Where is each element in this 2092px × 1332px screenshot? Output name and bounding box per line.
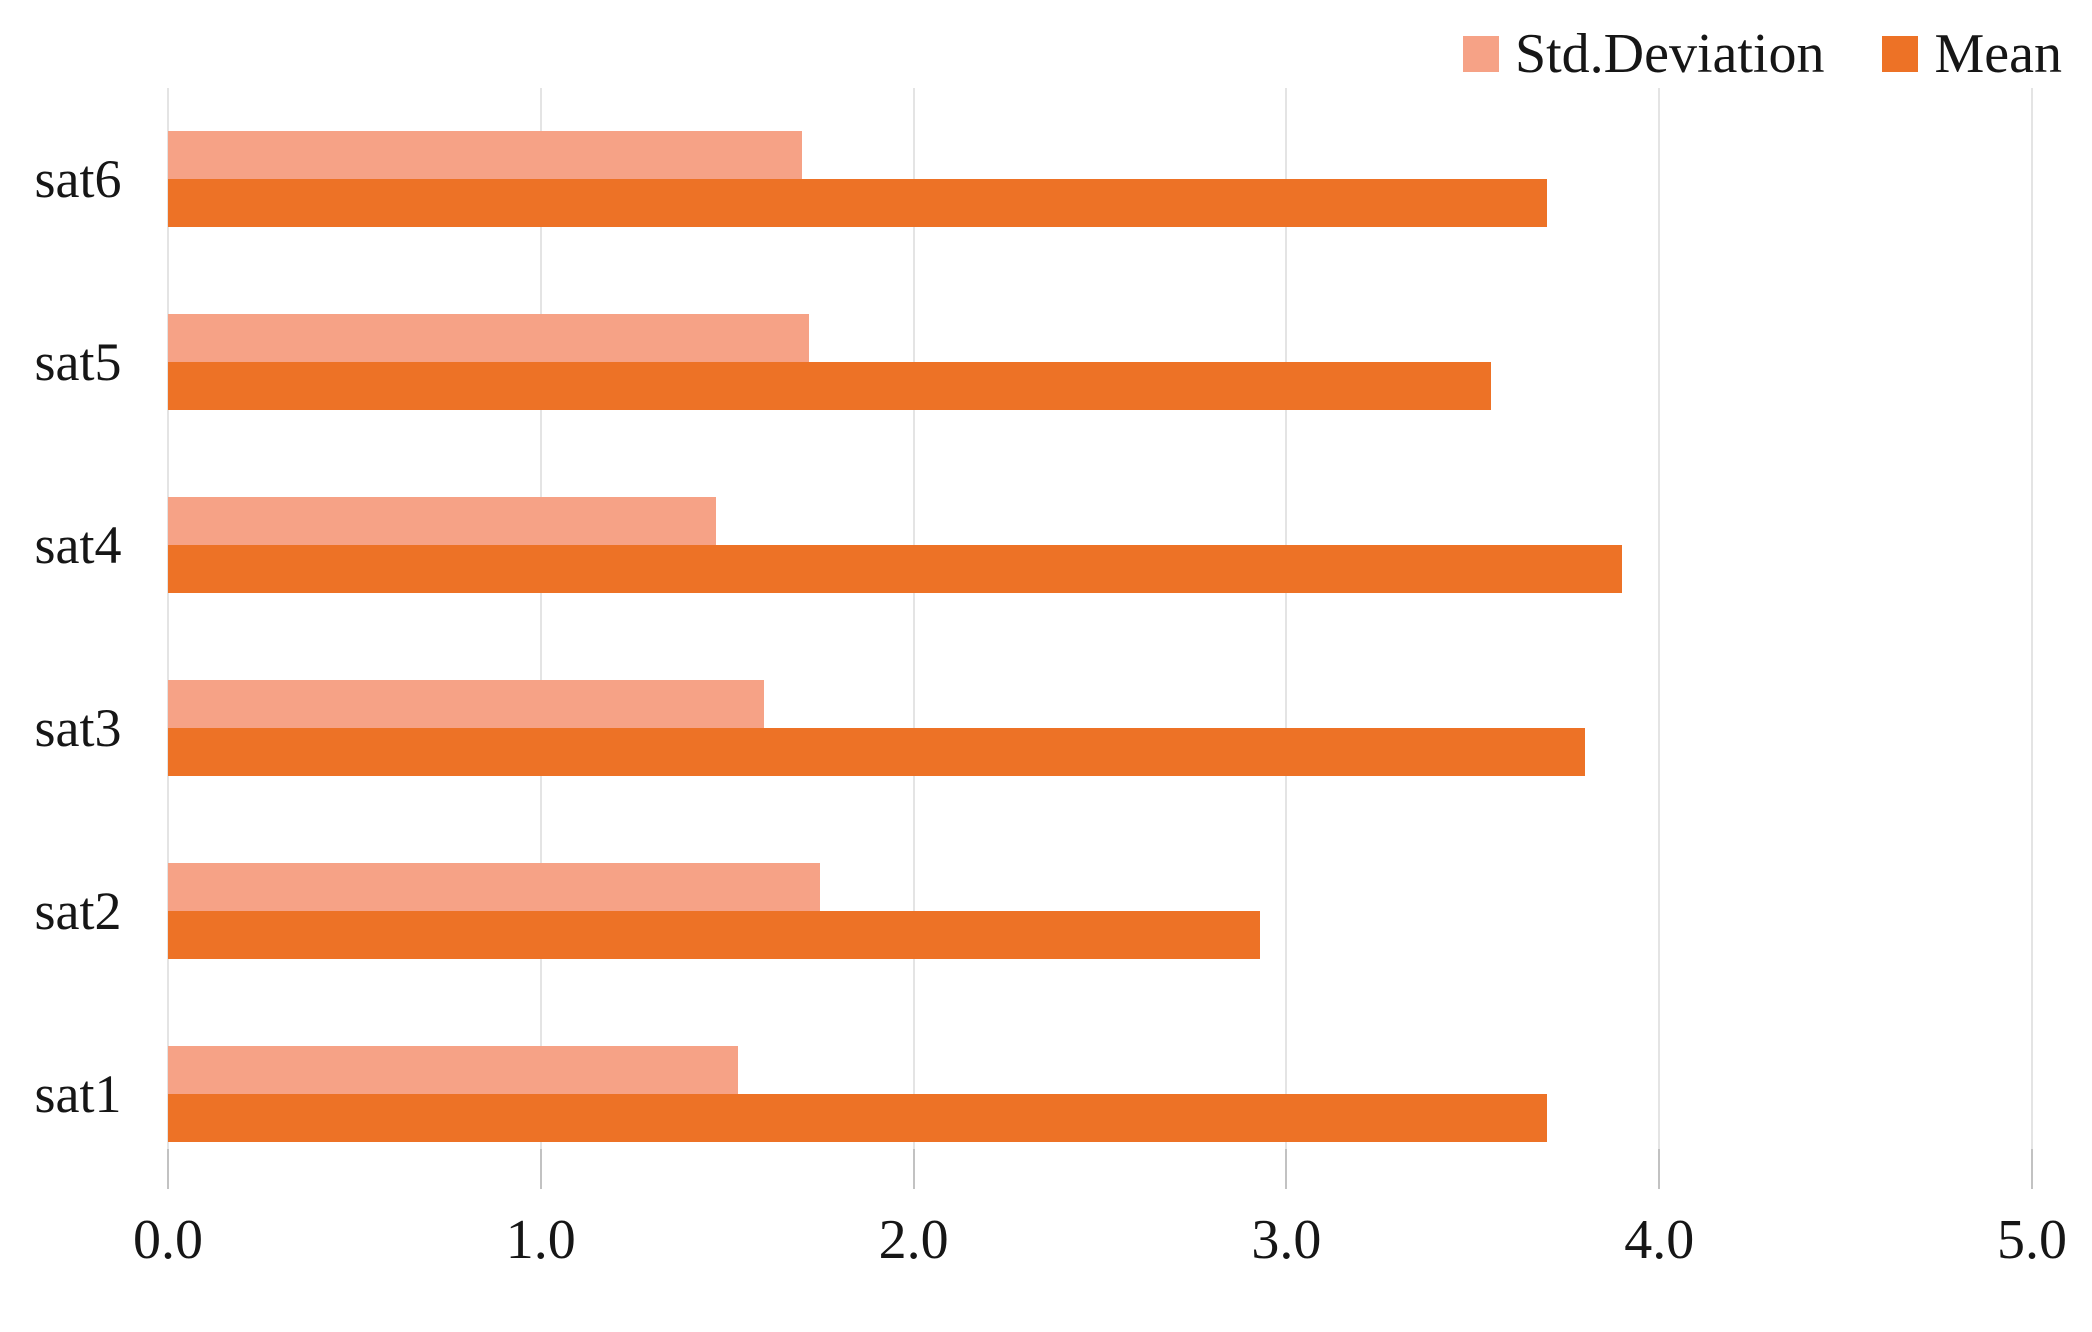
legend-label-std-deviation: Std.Deviation [1514, 23, 1825, 85]
x-tick-mark-5.0 [2031, 1149, 2033, 1189]
bar-row-sat3 [168, 637, 2032, 820]
category-label-sat5: sat5 [34, 332, 122, 393]
bar-std-deviation-sat1 [168, 1045, 739, 1094]
x-axis: 0.0 1.0 2.0 3.0 4.0 5.0 [133, 1209, 2067, 1292]
bar-mean-sat3 [168, 727, 1585, 776]
gridline-2.0 [912, 88, 915, 1185]
x-tick-label-1.0: 1.0 [505, 1209, 576, 1271]
bar-mean-sat2 [168, 910, 1261, 959]
legend-label-mean: Mean [1934, 23, 2062, 85]
bar-row-sat1 [168, 1002, 2032, 1185]
legend-item-mean: Mean [1882, 26, 2062, 82]
bar-row-sat2 [168, 819, 2032, 1002]
category-label-sat2: sat2 [34, 880, 122, 941]
gridline-3.0 [1285, 88, 1288, 1185]
legend-swatch-std-deviation [1462, 36, 1499, 72]
gridline-4.0 [1658, 88, 1661, 1185]
category-label-sat4: sat4 [34, 515, 122, 576]
legend-item-std-deviation: Std.Deviation [1462, 23, 1825, 85]
x-tick-label-0.0: 0.0 [133, 1209, 203, 1271]
bar-mean-sat4 [168, 545, 1622, 594]
gridline-1.0 [539, 88, 542, 1185]
x-tick-label-5.0: 5.0 [1997, 1209, 2067, 1271]
bar-row-sat5 [168, 271, 2032, 454]
category-label-sat1: sat1 [34, 1063, 122, 1124]
x-tick-mark-1.0 [539, 1149, 542, 1189]
bar-std-deviation-sat2 [168, 862, 821, 911]
x-tick-mark-3.0 [1285, 1149, 1288, 1189]
y-axis: sat6 sat5 sat4 sat3 sat2 sat1 [0, 88, 156, 1185]
bar-mean-sat1 [168, 1093, 1548, 1142]
gridline-0.0 [167, 88, 169, 1185]
gridline-5.0 [2031, 88, 2033, 1185]
category-label-sat6: sat6 [34, 149, 122, 210]
legend-swatch-mean [1882, 36, 1919, 72]
x-tick-mark-4.0 [1658, 1149, 1661, 1189]
plot-area [167, 88, 2033, 1189]
bar-std-deviation-sat5 [168, 314, 810, 363]
x-tick-label-4.0: 4.0 [1624, 1209, 1695, 1271]
x-tick-label-3.0: 3.0 [1251, 1209, 1322, 1271]
legend: Std.Deviation Mean [1462, 23, 2062, 85]
bar-row-sat6 [168, 88, 2032, 271]
bar-row-sat4 [168, 454, 2032, 637]
bar-std-deviation-sat4 [168, 497, 717, 546]
bar-std-deviation-sat3 [168, 679, 765, 728]
x-tick-mark-0.0 [167, 1149, 169, 1189]
bar-std-deviation-sat6 [168, 131, 802, 180]
category-label-sat3: sat3 [34, 697, 122, 758]
x-tick-mark-2.0 [912, 1149, 915, 1189]
x-tick-label-2.0: 2.0 [878, 1209, 949, 1271]
bar-mean-sat6 [168, 179, 1548, 228]
bar-mean-sat5 [168, 362, 1492, 411]
